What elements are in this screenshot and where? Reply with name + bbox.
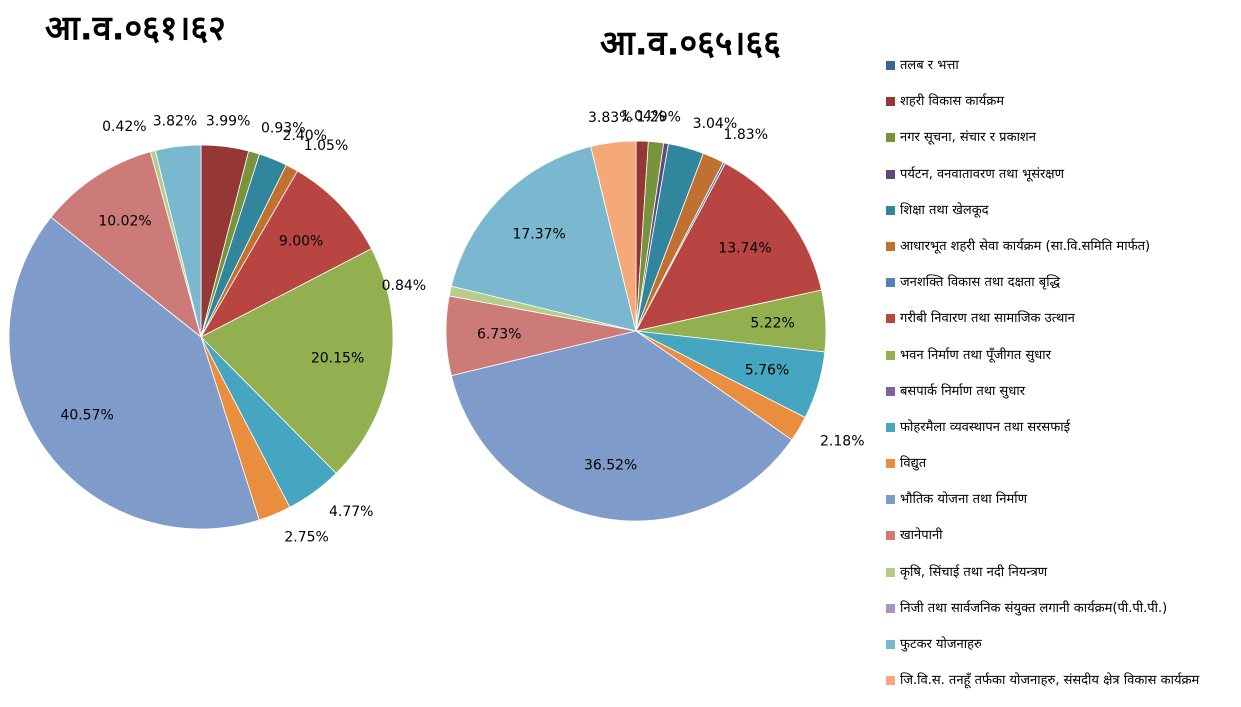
legend-item: फुटकर योजनाहरु [884,636,1234,672]
data-label: 40.57% [60,407,113,423]
legend-item: निजी तथा सार्वजनिक संयुक्त लगानी कार्यक्… [884,600,1234,636]
legend-label: तलब र भत्ता [900,58,959,73]
data-label: 13.74% [718,240,771,256]
legend-item: आधारभूत शहरी सेवा कार्यक्रम (सा.वि.समिति… [884,238,1234,274]
legend-swatch [886,567,895,577]
pie-slice [450,330,793,522]
legend-swatch [886,350,895,360]
legend-item: खानेपानी [884,527,1234,563]
data-label: 2.40% [282,128,326,144]
data-label: 3.99% [206,114,250,130]
legend-item: बसपार्क निर्माण तथा सुधार [884,383,1234,419]
legend-swatch [886,241,895,251]
legend-label: बसपार्क निर्माण तथा सुधार [900,383,1026,399]
data-label: 1.04% [621,108,665,124]
legend-item: विद्युत [884,455,1234,491]
data-label: 5.76% [745,362,789,378]
data-label: 2.18% [820,434,864,450]
legend-swatch [886,278,895,288]
pie-slice [199,170,373,338]
data-label: 9.00% [279,234,323,250]
legend-item: शहरी विकास कार्यक्रम [884,93,1234,129]
legend-swatch [886,459,895,469]
legend-swatch [886,640,895,649]
data-label: 36.52% [584,457,637,473]
legend-label: खानेपानी [900,528,943,544]
legend-swatch [886,314,895,324]
legend-item: भौतिक योजना तथा निर्माण [884,491,1234,527]
chart-title: आ.व.०६५।६६ [600,24,781,64]
legend-swatch [886,386,895,396]
data-label: 17.37% [512,226,565,242]
legend-swatch [886,169,895,179]
legend-label: शहरी विकास कार्यक्रम [900,94,1005,110]
legend-label: भौतिक योजना तथा निर्माण [900,492,1028,508]
pie-slice [450,145,637,332]
chart: आ.व.०६१।६२ आ.व.०६५।६६ 3.99% 0.93%2.40%1.0… [8,9,865,545]
legend-label: फुटकर योजनाहरु [900,637,982,652]
data-label: 0.93% [261,121,305,137]
data-label: 5.22% [750,316,794,332]
data-label: 0.84% [382,278,426,294]
data-label: 1.83% [724,127,768,143]
legend-label: जनशक्ति विकास तथा दक्षता बृद्धि [900,275,1060,291]
legend-label: विद्युत [900,456,927,472]
legend-item: गरीबी निवारण तथा सामाजिक उत्थान [884,310,1234,346]
data-label: 20.15% [311,350,364,366]
legend-label: भवन निर्माण तथा पूँजीगत सुधार [900,347,1051,363]
legend-swatch [886,495,895,505]
legend-item: भवन निर्माण तथा पूँजीगत सुधार [884,347,1234,383]
pie-slice [8,216,260,530]
data-label: 6.73% [477,327,521,343]
legend-label: पर्यटन, वनवातावरण तथा भूसंरक्षण [900,166,1065,182]
chart-title: आ.व.०६१।६२ [45,9,226,49]
pie-slice [50,151,202,339]
legend-item: शिक्षा तथा खेलकूद [884,202,1234,238]
data-label: 1.29% [636,110,680,126]
data-label: 10.02% [98,214,151,230]
legend-swatch [886,97,895,107]
legend-item: जनशक्ति विकास तथा दक्षता बृद्धि [884,274,1234,310]
legend-swatch [886,531,895,541]
legend-item: पर्यटन, वनवातावरण तथा भूसंरक्षण [884,166,1234,202]
pie-slice [635,162,823,332]
legend-item: नगर सूचना, संचार र प्रकाशन [884,129,1234,165]
legend-swatch [886,61,895,70]
legend-item: तलब र भत्ता [884,57,1234,93]
data-label: 3.83% [588,110,632,126]
data-label: 3.04% [693,116,737,132]
legend-swatch [886,133,895,143]
legend-label: शिक्षा तथा खेलकूद [900,202,989,218]
legend-label: फोहरमैला व्यवस्थापन तथा सरसफाई [900,419,1070,435]
legend: तलब र भत्ता शहरी विकास कार्यक्रम नगर सूचना… [884,57,1234,707]
legend-item: फोहरमैला व्यवस्थापन तथा सरसफाई [884,419,1234,455]
legend-label: जि.वि.स. तनहूँ तर्फका योजनाहरु, संसदीय क… [900,673,1200,689]
pie-slice [200,248,394,474]
legend-label: आधारभूत शहरी सेवा कार्यक्रम (सा.वि.समिति… [900,238,1151,254]
legend-item: जि.वि.स. तनहूँ तर्फका योजनाहरु, संसदीय क… [884,672,1234,707]
data-label: 2.75% [284,529,328,545]
legend-swatch [886,603,895,613]
legend-item: कृषि, सिंचाई तथा नदी नियन्त्रण [884,564,1234,600]
data-label: 3.82% [153,114,197,130]
legend-swatch [886,205,895,215]
data-label: 4.77% [329,504,373,520]
pie-slice [154,144,202,338]
legend-swatch [886,422,895,432]
legend-swatch [886,676,895,686]
data-label: 0.42% [102,119,146,135]
pie-slice [590,140,637,332]
legend-label: कृषि, सिंचाई तथा नदी नियन्त्रण [900,564,1048,580]
legend-label: गरीबी निवारण तथा सामाजिक उत्थान [900,311,1075,327]
legend-label: नगर सूचना, संचार र प्रकाशन [900,130,1036,146]
data-label: 1.05% [304,138,348,154]
legend-label: निजी तथा सार्वजनिक संयुक्त लगानी कार्यक्… [900,600,1168,616]
